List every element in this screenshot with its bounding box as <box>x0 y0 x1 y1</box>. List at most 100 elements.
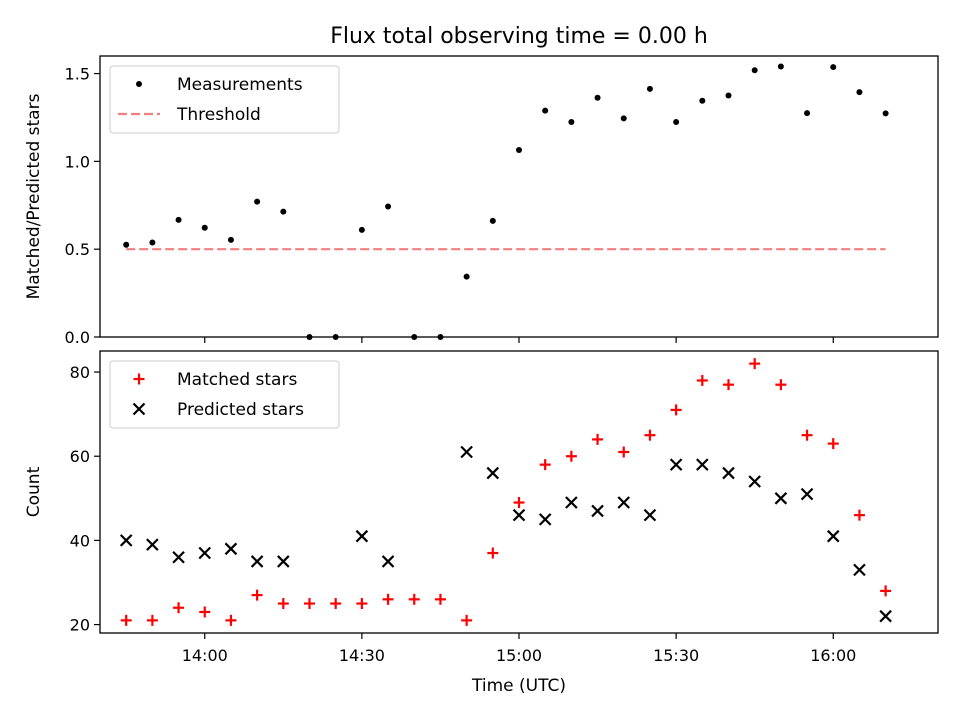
matched-star-point <box>251 589 263 601</box>
x-tick-label: 15:30 <box>653 646 699 665</box>
x-b <box>696 458 709 471</box>
measurement-point <box>463 273 470 280</box>
predicted-star-point <box>250 555 264 568</box>
y-tick-label: 80 <box>70 363 90 382</box>
x-b <box>591 504 604 518</box>
matched-star-point <box>618 446 630 458</box>
measurement-point <box>725 92 732 99</box>
x-b <box>250 555 264 568</box>
x-b <box>198 546 212 560</box>
x-b <box>172 550 185 564</box>
matched-star-point <box>461 614 473 626</box>
chart-title: Flux total observing time = 0.00 h <box>330 24 708 49</box>
matched-star-point <box>723 379 734 391</box>
x-b <box>565 496 578 509</box>
measurement-point <box>620 115 627 122</box>
matched-star-point <box>696 374 708 386</box>
bottom-axis-ticks: 20 40 60 80 14:00 14:30 15:00 15:30 16:00 <box>70 363 857 665</box>
x-b <box>381 555 395 568</box>
measurement-point <box>804 110 811 117</box>
x-b <box>853 563 866 577</box>
x-b <box>826 529 840 543</box>
matched-star-point <box>487 547 499 559</box>
y-tick-label: 1.0 <box>65 152 90 171</box>
predicted-star-point <box>146 538 159 551</box>
predicted-star-point <box>224 542 238 556</box>
bottom-plot-marks <box>119 358 892 626</box>
measurement-point <box>699 97 706 104</box>
matched-star-point <box>801 429 813 441</box>
x-b <box>132 402 146 416</box>
matched-star-point <box>356 598 368 610</box>
x-b <box>748 475 761 488</box>
matched-star-point <box>408 593 420 605</box>
measurement-point <box>385 203 392 210</box>
measurement-point <box>568 119 575 126</box>
measurement-point <box>123 241 130 248</box>
predicted-star-point <box>669 458 683 471</box>
matched-star-point <box>565 450 577 462</box>
predicted-star-point <box>172 550 185 564</box>
bottom-legend: Matched stars Predicted stars <box>109 360 340 429</box>
measurement-point <box>358 226 365 233</box>
matched-star-point <box>225 614 237 626</box>
x-b <box>146 538 159 551</box>
measurement-point <box>856 89 863 96</box>
measurement-point <box>594 94 601 101</box>
measurement-point <box>542 107 549 114</box>
predicted-star-point <box>538 513 552 526</box>
x-b <box>617 496 631 509</box>
x-b <box>643 508 657 522</box>
matched-star-point <box>330 598 342 610</box>
measurement-point <box>777 63 784 70</box>
predicted-star-point <box>381 555 395 568</box>
predicted-star-point <box>486 466 500 480</box>
predicted-star-point <box>826 529 840 543</box>
matched-star-point <box>133 373 145 385</box>
measurement-point <box>227 236 234 243</box>
matched-star-point <box>173 602 185 614</box>
matched-star-point <box>120 614 132 626</box>
measurement-point <box>280 208 287 215</box>
matched-star-point <box>827 438 839 450</box>
legend-box <box>109 360 340 429</box>
measurement-point <box>149 239 156 246</box>
legend-label: Predicted stars <box>177 400 304 420</box>
predicted-star-point <box>853 563 866 577</box>
x-b <box>722 466 735 480</box>
x-b <box>355 529 369 543</box>
matched-star-point <box>880 585 892 597</box>
predicted-star-point <box>565 496 578 509</box>
predicted-star-point <box>722 466 735 480</box>
x-b <box>460 445 473 459</box>
measurement-point <box>489 217 496 224</box>
predicted-star-point <box>696 458 709 471</box>
matched-star-point <box>277 598 289 610</box>
measurement-point <box>516 146 522 153</box>
predicted-star-point <box>277 555 290 568</box>
measurement-point <box>332 334 339 340</box>
x-b <box>879 609 892 623</box>
measurement-point <box>175 216 182 223</box>
predicted-star-point <box>198 546 212 560</box>
matched-star-point <box>146 614 158 626</box>
x-b <box>277 555 290 568</box>
predicted-star-point <box>512 508 526 522</box>
matched-star-point <box>775 379 787 391</box>
bottom-y-axis-label: Count <box>24 466 44 517</box>
y-tick-label: 0.5 <box>65 240 90 259</box>
predicted-star-point <box>460 445 473 459</box>
matched-star-point <box>199 606 211 618</box>
matched-star-point <box>644 429 656 441</box>
predicted-star-point <box>800 487 814 501</box>
x-b <box>669 458 683 471</box>
x-b <box>119 534 133 547</box>
predicted-star-point <box>591 504 604 518</box>
matched-star-point <box>513 497 525 509</box>
matched-star-point <box>382 593 394 605</box>
matched-star-point <box>539 459 551 471</box>
measurement-point <box>751 67 758 74</box>
predicted-star-point <box>643 508 657 522</box>
